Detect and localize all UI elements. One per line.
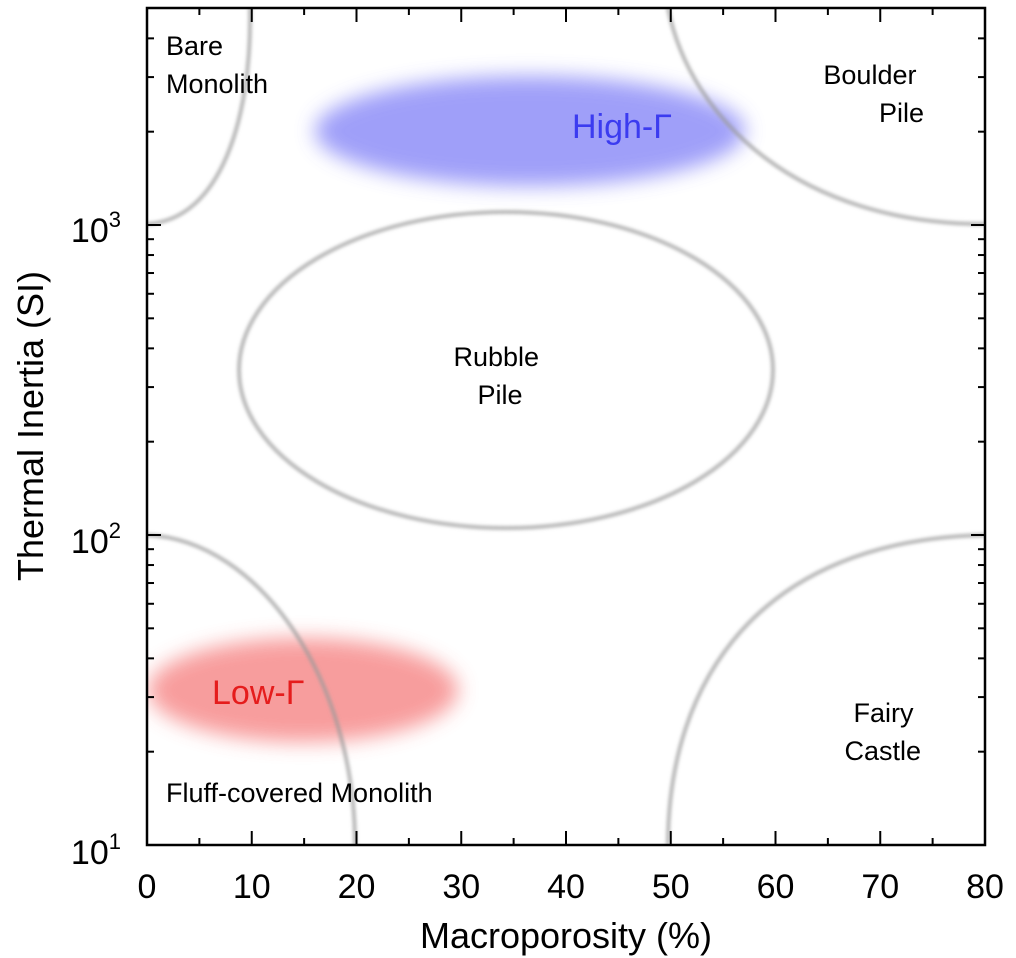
region-labels: Bare Monolith Boulder Pile Rubble Pile F… bbox=[166, 31, 924, 808]
fairy-castle-boundary bbox=[666, 533, 985, 845]
fluff-covered-monolith-boundary bbox=[147, 533, 357, 845]
rubble-pile-boundary bbox=[237, 210, 775, 530]
regime-boundaries bbox=[147, 8, 985, 845]
y-tick-exponent: 2 bbox=[109, 518, 121, 543]
y-tick-base: 10 bbox=[71, 523, 109, 561]
bare-monolith-label: Bare Monolith bbox=[166, 31, 268, 99]
boulder-pile-label: Boulder Pile bbox=[823, 60, 924, 128]
high-gamma-region bbox=[315, 76, 745, 186]
high-gamma-label: High-Γ bbox=[572, 108, 672, 146]
x-tick-label: 40 bbox=[547, 868, 585, 906]
y-tick-labels: 101 102 103 bbox=[71, 207, 121, 872]
y-tick-exponent: 1 bbox=[109, 829, 121, 854]
y-tick-base: 10 bbox=[71, 834, 109, 872]
axis-ticks bbox=[146, 8, 986, 846]
x-tick-label: 10 bbox=[233, 868, 271, 906]
x-tick-label: 30 bbox=[442, 868, 480, 906]
y-tick-exponent: 3 bbox=[109, 207, 121, 232]
x-tick-label: 0 bbox=[138, 868, 157, 906]
y-axis-label: Thermal Inertia (SI) bbox=[10, 271, 51, 581]
x-tick-label: 80 bbox=[966, 868, 1004, 906]
low-gamma-region bbox=[148, 638, 458, 742]
x-tick-label: 20 bbox=[338, 868, 376, 906]
fluff-covered-monolith-label: Fluff-covered Monolith bbox=[166, 778, 433, 808]
highlight-regions bbox=[148, 76, 745, 742]
y-tick-label: 101 bbox=[71, 829, 121, 872]
x-tick-label: 70 bbox=[861, 868, 899, 906]
x-tick-labels: 0 10 20 30 40 50 60 70 80 bbox=[138, 868, 1004, 906]
y-tick-label: 103 bbox=[71, 207, 121, 250]
bare-monolith-boundary bbox=[147, 8, 253, 226]
boulder-pile-boundary bbox=[666, 8, 985, 226]
low-gamma-label: Low-Γ bbox=[212, 674, 304, 712]
x-tick-label: 50 bbox=[652, 868, 690, 906]
y-tick-label: 102 bbox=[71, 518, 121, 561]
x-tick-label: 60 bbox=[757, 868, 795, 906]
rubble-pile-label: Rubble Pile bbox=[453, 342, 546, 410]
y-tick-base: 10 bbox=[71, 212, 109, 250]
fairy-castle-label: Fairy Castle bbox=[844, 698, 921, 766]
x-axis-label: Macroporosity (%) bbox=[420, 915, 712, 956]
